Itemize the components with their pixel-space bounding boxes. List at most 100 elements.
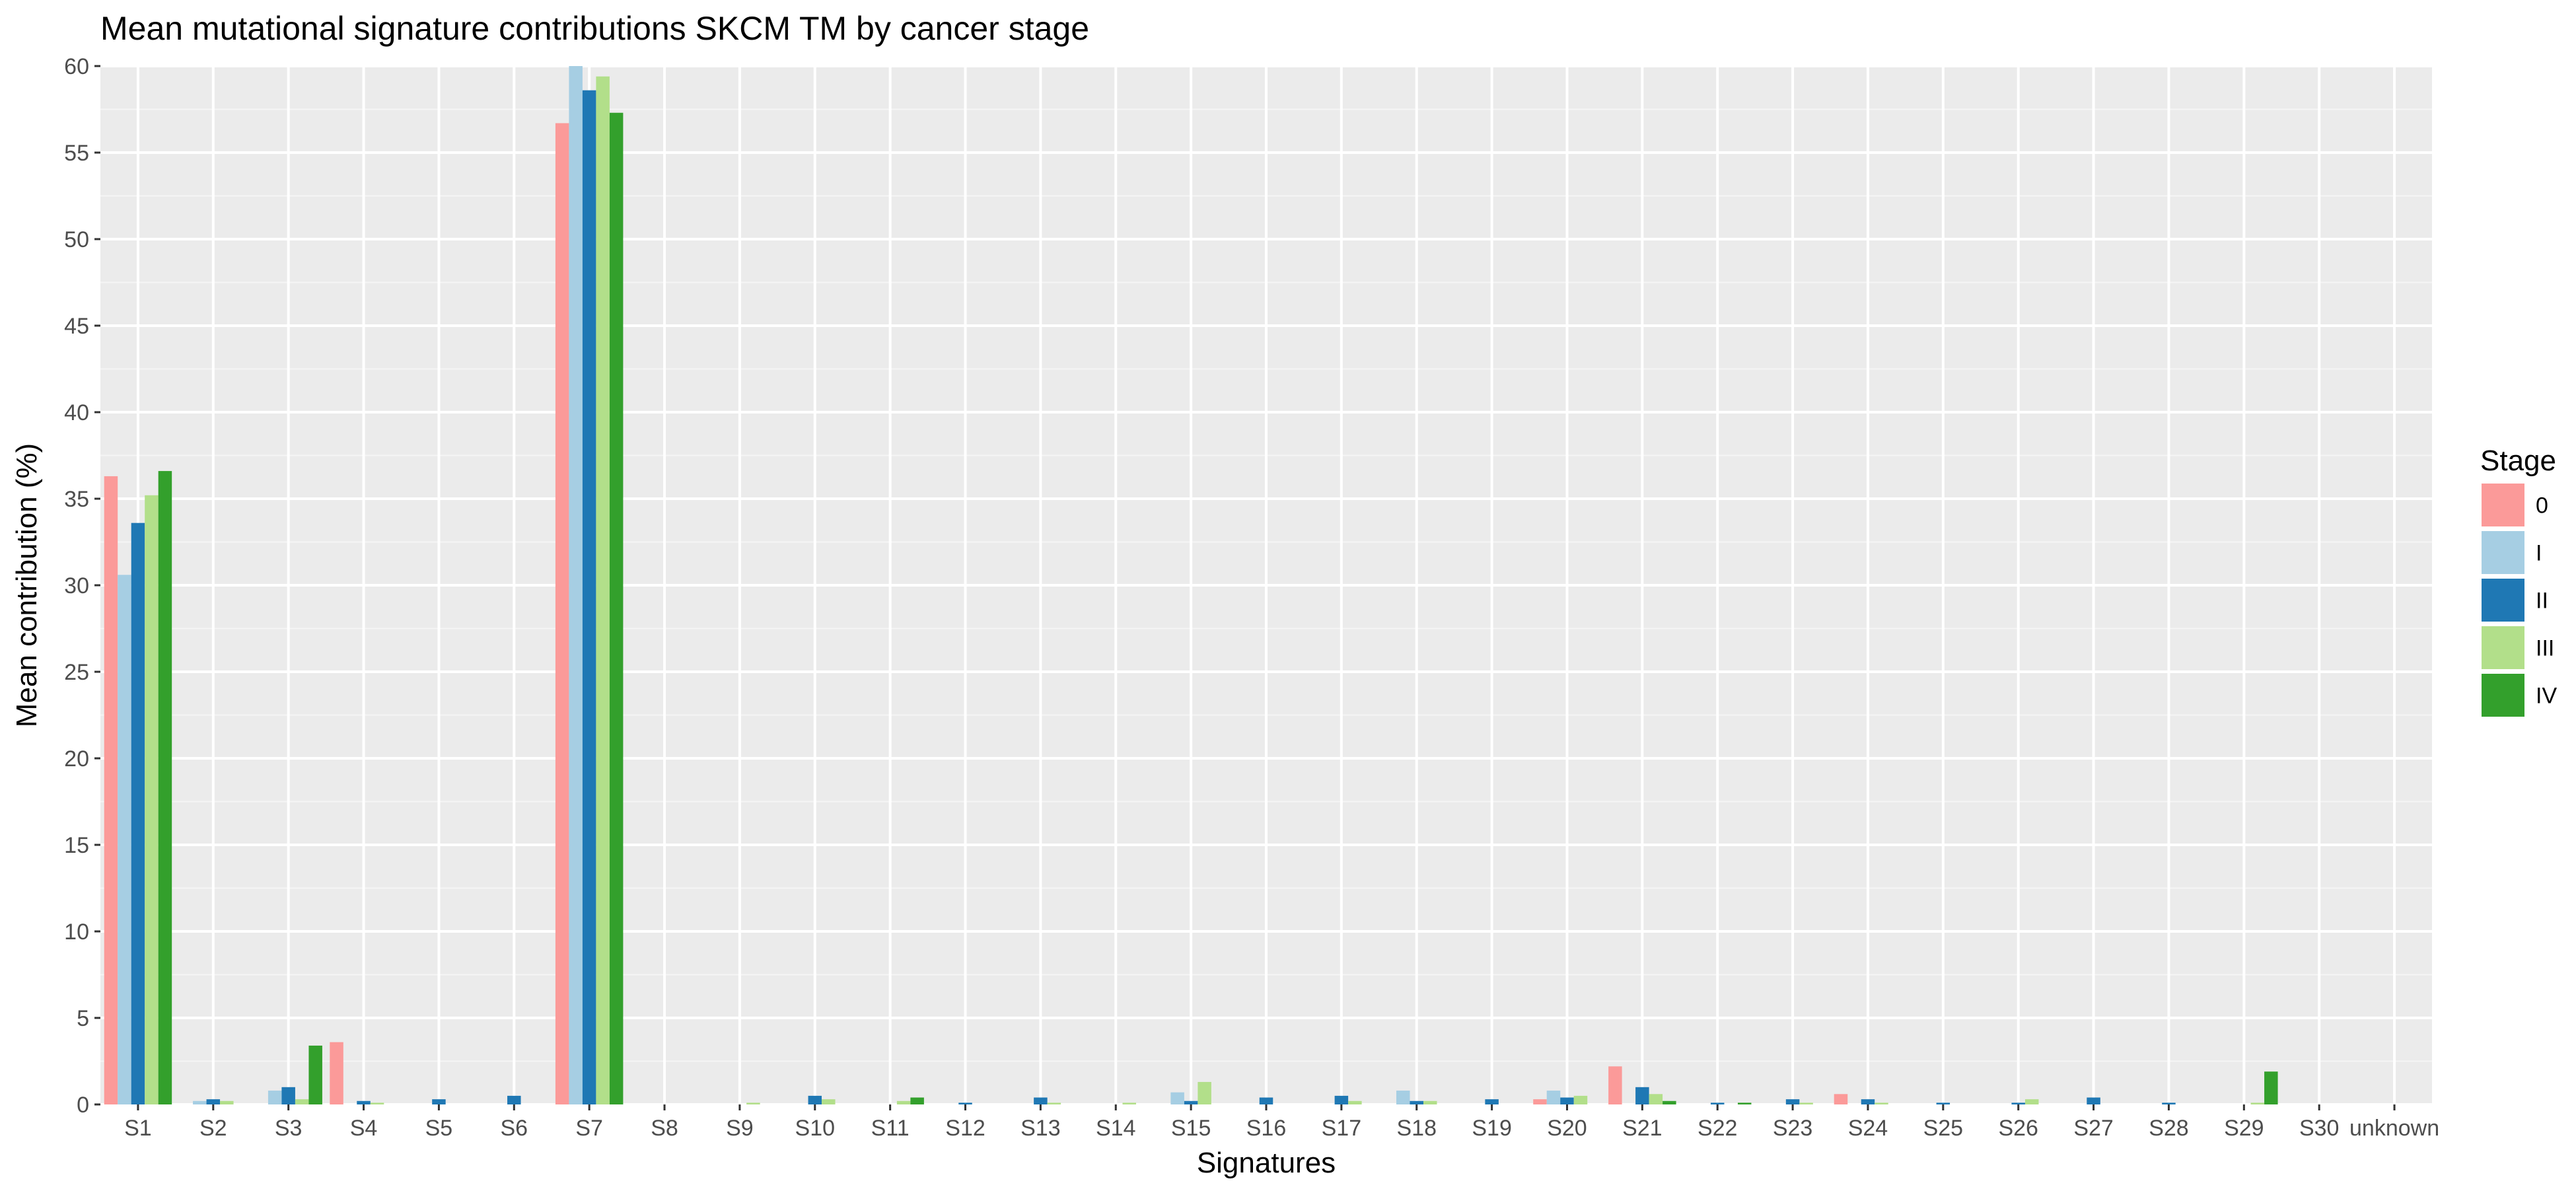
bar: [104, 476, 118, 1104]
y-tick-label: 30: [64, 573, 89, 598]
x-tick-label: S24: [1848, 1116, 1888, 1141]
y-tick-label: 10: [64, 919, 89, 945]
chart-title: Mean mutational signature contributions …: [100, 10, 1089, 47]
bars: [104, 66, 2278, 1105]
x-tick-label: S17: [1322, 1116, 1362, 1141]
x-tick-label: S8: [651, 1116, 678, 1141]
legend-label: I: [2536, 541, 2542, 566]
legend-key: [2482, 531, 2524, 574]
y-axis-title: Mean contribution (%): [11, 443, 43, 727]
bar: [822, 1099, 836, 1104]
bar: [1533, 1099, 1547, 1104]
x-tick-label: S4: [350, 1116, 378, 1141]
x-tick-label: S16: [1246, 1116, 1287, 1141]
x-tick-label: S18: [1396, 1116, 1437, 1141]
y-tick-label: 40: [64, 400, 89, 425]
x-tick-label: S9: [726, 1116, 754, 1141]
bar: [1334, 1095, 1349, 1104]
bar: [582, 90, 596, 1105]
x-tick-label: S27: [2073, 1116, 2114, 1141]
x-tick-label: S2: [199, 1116, 227, 1141]
bar: [1936, 1102, 1950, 1104]
legend-label: II: [2536, 589, 2548, 614]
bar: [569, 66, 583, 1104]
x-tick-label: S20: [1547, 1116, 1587, 1141]
bar: [206, 1099, 221, 1104]
bar: [1423, 1100, 1437, 1104]
bar: [1861, 1099, 1875, 1104]
bar: [1710, 1102, 1725, 1104]
legend-key: [2482, 626, 2524, 669]
bar: [1799, 1102, 1813, 1104]
x-tick-label: S5: [425, 1116, 453, 1141]
bar: [2011, 1102, 2025, 1104]
y-tick-label: 15: [64, 833, 89, 858]
x-tick-label: S29: [2224, 1116, 2264, 1141]
bar: [1396, 1091, 1410, 1104]
bar: [746, 1102, 760, 1104]
bar: [896, 1100, 911, 1104]
bar: [2264, 1071, 2278, 1104]
legend-key: [2482, 579, 2524, 622]
bar: [1122, 1102, 1137, 1104]
bar: [2250, 1102, 2265, 1104]
legend-label: III: [2536, 636, 2554, 661]
bar: [596, 76, 610, 1105]
x-tick-label: S6: [500, 1116, 528, 1141]
legend-key: [2482, 484, 2524, 526]
x-tick-label: S19: [1472, 1116, 1512, 1141]
x-tick-label: S10: [795, 1116, 836, 1141]
bar: [1546, 1091, 1561, 1104]
x-tick-label: S7: [575, 1116, 603, 1141]
bar: [295, 1099, 309, 1104]
bar: [1785, 1099, 1800, 1104]
bar: [1573, 1095, 1588, 1104]
x-tick-label: S28: [2149, 1116, 2189, 1141]
bar: [1560, 1097, 1574, 1104]
x-tick-label: S15: [1171, 1116, 1211, 1141]
bar: [1485, 1099, 1499, 1104]
bar: [308, 1045, 322, 1104]
x-tick-label: S25: [1923, 1116, 1964, 1141]
legend-title: Stage: [2480, 445, 2556, 477]
bar: [1649, 1094, 1663, 1104]
x-tick-label: S3: [275, 1116, 303, 1141]
bar: [1875, 1102, 1888, 1104]
bar: [1635, 1087, 1649, 1104]
bar: [1034, 1097, 1048, 1104]
gridlines: [100, 65, 2432, 1106]
bar: [268, 1091, 282, 1104]
bar: [1737, 1102, 1752, 1104]
bar: [1047, 1102, 1061, 1104]
x-tick-label: S26: [1998, 1116, 2038, 1141]
bar: [1410, 1100, 1423, 1104]
bar: [1834, 1094, 1848, 1104]
bar: [2024, 1099, 2039, 1104]
bar: [1184, 1100, 1198, 1104]
bar: [1663, 1100, 1676, 1104]
x-tick-label: S21: [1622, 1116, 1663, 1141]
bar: [193, 1100, 207, 1104]
y-tick-label: 5: [77, 1006, 89, 1031]
x-tick-label: S12: [945, 1116, 985, 1141]
bar: [281, 1087, 295, 1104]
y-tick-label: 35: [64, 487, 89, 512]
y-tick-label: 60: [64, 54, 89, 79]
bar: [555, 123, 569, 1105]
x-tick-label: S14: [1096, 1116, 1136, 1141]
bar: [1198, 1081, 1211, 1104]
bar: [158, 471, 172, 1104]
y-axis: 0 5 10 15 20 25 30 35 40 45 50 55 60: [64, 54, 100, 1118]
bar: [145, 495, 159, 1104]
y-tick-label: 20: [64, 746, 89, 772]
legend-label: IV: [2536, 684, 2557, 709]
x-tick-label: unknown: [2349, 1116, 2439, 1141]
bar: [1348, 1100, 1362, 1104]
bar: [958, 1102, 972, 1104]
bar: [507, 1095, 521, 1104]
bar: [1259, 1097, 1273, 1104]
x-axis: S1 S2 S3 S4 S5 S6 S7 S8 S9 S10 S11 S12 S13 S14 S15 S16 S…: [124, 1104, 2439, 1141]
y-tick-label: 55: [64, 141, 89, 166]
